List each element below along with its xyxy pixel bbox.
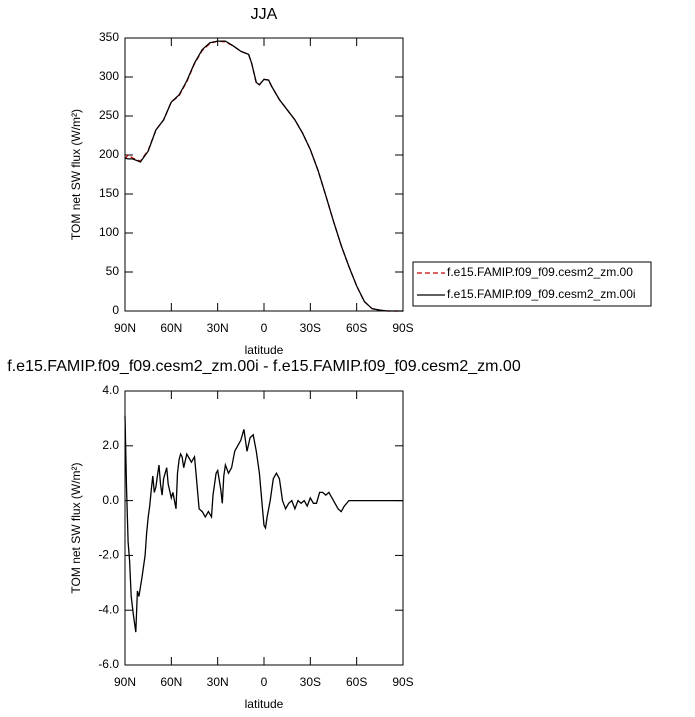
y-tick-label: 0.0 [102,493,119,507]
plot-frame [124,37,404,312]
legend-label: f.e15.FAMIP.f09_f09.cesm2_zm.00i [447,287,636,301]
x-tick-label: 30N [207,675,229,689]
x-tick-label: 90N [114,675,136,689]
series-line [124,40,403,312]
x-tick-label: 60S [346,321,367,335]
chart-title: JJA [251,6,278,23]
series-line [124,415,403,633]
y-axis-label: TOM net SW flux (W/m²) [69,109,83,240]
x-tick-label: 90N [114,321,136,335]
y-tick-label: 0 [112,303,119,317]
x-tick-label: 60N [160,675,182,689]
y-tick-label: -4.0 [98,602,119,616]
x-tick-label: 60S [346,675,367,689]
plot-frame [124,390,404,666]
y-tick-label: -6.0 [98,657,119,671]
y-tick-label: 2.0 [102,438,119,452]
y-tick-label: 150 [99,186,119,200]
y-tick-label: 350 [99,30,119,44]
legend-label: f.e15.FAMIP.f09_f09.cesm2_zm.00 [447,265,633,279]
x-axis-label: latitude [245,343,284,357]
y-tick-label: 50 [106,264,120,278]
x-tick-label: 0 [261,321,268,335]
y-tick-label: -2.0 [98,548,119,562]
y-tick-label: 300 [99,69,119,83]
y-tick-label: 200 [99,147,119,161]
x-tick-label: 30N [207,321,229,335]
x-tick-label: 0 [261,675,268,689]
series-line [124,40,403,312]
legend-box [412,261,652,307]
x-tick-label: 90S [392,675,413,689]
chart-title: f.e15.FAMIP.f09_f09.cesm2_zm.00i - f.e15… [7,358,521,375]
x-tick-label: 30S [300,675,321,689]
x-tick-label: 60N [160,321,182,335]
x-tick-label: 30S [300,321,321,335]
x-axis-label: latitude [245,697,284,711]
y-tick-label: 250 [99,108,119,122]
y-axis-label: TOM net SW flux (W/m²) [69,462,83,593]
x-tick-label: 90S [392,321,413,335]
y-tick-label: 4.0 [102,383,119,397]
y-tick-label: 100 [99,225,119,239]
